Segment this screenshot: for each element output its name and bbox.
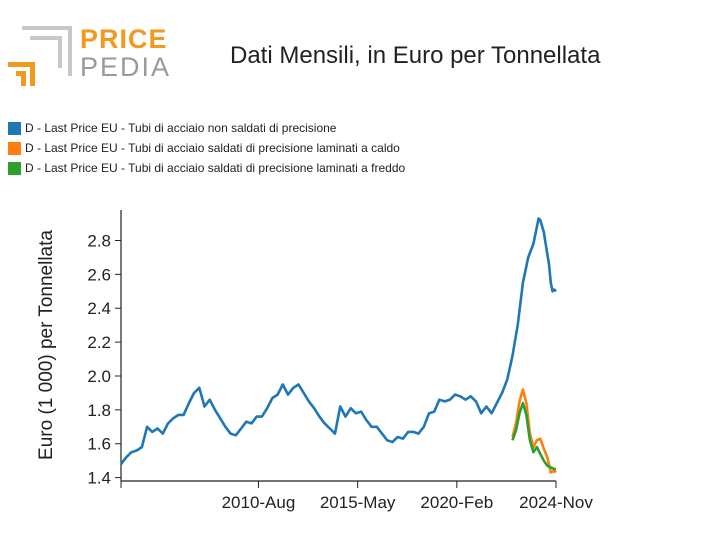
pricepedia-logo: PRICE PEDIA — [8, 22, 172, 88]
legend-item-series-2[interactable]: D - Last Price EU - Tubi di acciaio sald… — [8, 138, 405, 158]
logo-text-price: PRICE — [80, 24, 168, 54]
legend-label-3: D - Last Price EU - Tubi di acciaio sald… — [25, 161, 406, 175]
legend-item-series-3[interactable]: D - Last Price EU - Tubi di acciaio sald… — [8, 158, 405, 178]
legend-swatch-3 — [8, 161, 21, 175]
x-tick-label: 2020-Feb — [420, 493, 493, 512]
legend-swatch-2 — [8, 141, 21, 155]
series-layer — [119, 217, 557, 474]
legend-label-1: D - Last Price EU - Tubi di acciaio non … — [25, 121, 337, 135]
x-tick-label: 2010-Aug — [222, 493, 296, 512]
y-axis-title: Euro (1 000) per Tonnellata — [36, 230, 57, 460]
y-tick-label: 2.4 — [87, 299, 111, 318]
y-tick-label: 2.2 — [87, 333, 111, 352]
logo-text-pedia: PEDIA — [80, 52, 172, 82]
series-line-1 — [119, 217, 557, 465]
y-tick-label: 2.0 — [87, 367, 111, 386]
series-line-3 — [511, 401, 556, 471]
y-tick-label: 1.6 — [87, 435, 111, 454]
logo-mark-icon — [8, 26, 72, 86]
chart-title: Dati Mensili, in Euro per Tonnellata — [230, 42, 601, 69]
y-tick-label: 2.8 — [87, 231, 111, 250]
x-tick-label: 2015-May — [320, 493, 396, 512]
legend-swatch-1 — [8, 121, 21, 135]
y-tick-label: 1.8 — [87, 401, 111, 420]
y-tick-label: 2.6 — [87, 265, 111, 284]
legend-item-series-1[interactable]: D - Last Price EU - Tubi di acciaio non … — [8, 118, 405, 138]
legend-label-2: D - Last Price EU - Tubi di acciaio sald… — [25, 141, 400, 155]
x-tick-label: 2024-Nov — [519, 493, 593, 512]
legend: D - Last Price EU - Tubi di acciaio non … — [8, 118, 405, 178]
series-line-2 — [511, 388, 557, 474]
y-tick-label: 1.4 — [87, 469, 111, 488]
axes: 1.4 1.6 1.8 2.0 2.2 2.4 2.6 2.8 2010-Aug 2015-May… — [87, 210, 593, 512]
